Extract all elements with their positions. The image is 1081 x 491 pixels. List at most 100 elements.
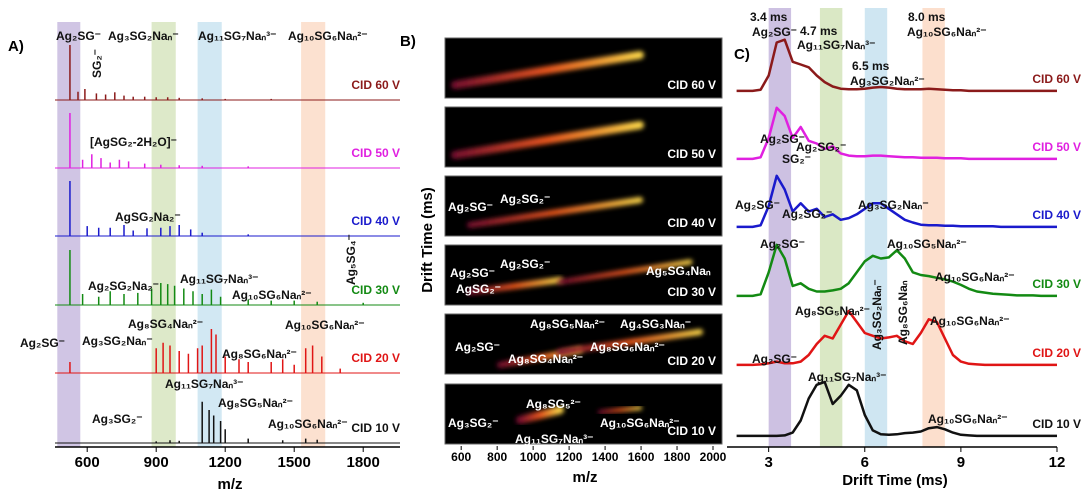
drift-trace bbox=[736, 106, 1057, 161]
annotation: Ag₈SG₆Naₙ²⁻ bbox=[590, 340, 665, 354]
highlight-band bbox=[151, 22, 176, 447]
highlight-band bbox=[922, 8, 945, 447]
drift-trace bbox=[736, 174, 1057, 229]
annotation: Ag₂SG₂⁻ bbox=[782, 207, 832, 221]
annotation: Ag₃SG₂Naₙ⁻ bbox=[870, 279, 884, 350]
annotation: AgSG₂⁻ bbox=[456, 282, 501, 296]
annotation: [AgSG₂-2H₂O]⁻ bbox=[90, 135, 177, 149]
legend-label: CID 30 V bbox=[351, 283, 400, 297]
x-tick-label: 1600 bbox=[628, 450, 655, 464]
annotation: Ag₃SG₂Naₙ⁻ bbox=[82, 334, 153, 348]
x-tick-label: 2000 bbox=[700, 450, 727, 464]
heatmap-streak bbox=[467, 197, 643, 228]
drift-trace bbox=[736, 380, 1057, 438]
legend-label: CID 30 V bbox=[1032, 277, 1081, 291]
annotation: Ag₂SG⁻ bbox=[455, 340, 500, 354]
annotation: Ag₂SG₂⁻ bbox=[500, 257, 550, 271]
annotation: Ag₂SG⁻ bbox=[735, 198, 780, 212]
annotation: Ag₁₀SG₆Naₙ²⁻ bbox=[288, 29, 368, 43]
heatmap-panel bbox=[444, 244, 723, 306]
annotation: Ag₈SG₅Naₙ²⁻ bbox=[530, 317, 605, 331]
x-tick-label: 9 bbox=[957, 454, 965, 471]
annotation: SG₂⁻ bbox=[782, 152, 811, 166]
heatmap-streak bbox=[451, 51, 644, 89]
x-tick-label: 1400 bbox=[592, 450, 619, 464]
heatmap-streak bbox=[557, 259, 693, 285]
x-tick-label: 900 bbox=[144, 454, 169, 471]
annotation: Ag₄SG₃Naₙ⁻ bbox=[620, 317, 691, 331]
annotation: Ag₁₁SG₇Naₙ³⁻ bbox=[797, 38, 876, 52]
highlight-band bbox=[301, 22, 326, 447]
x-tick-label: 1800 bbox=[347, 454, 380, 471]
annotation: Ag₂SG⁻ bbox=[56, 29, 101, 43]
annotation: Ag₁₀SG₆Naₙ²⁻ bbox=[935, 270, 1015, 284]
legend-label: CID 50 V bbox=[351, 146, 400, 160]
annotation: Ag₁₁SG₇Naₙ³⁻ bbox=[198, 29, 277, 43]
panel-name: CID 40 V bbox=[667, 216, 716, 230]
legend-label: CID 40 V bbox=[1032, 208, 1081, 222]
panel-label: A) bbox=[8, 38, 24, 55]
annotation: Ag₁₀SG₅Naₙ²⁻ bbox=[887, 237, 967, 251]
panel-name: CID 20 V bbox=[667, 354, 716, 368]
annotation: Ag₈SG₄Naₙ²⁻ bbox=[128, 317, 203, 331]
x-axis-label: Drift Time (ms) bbox=[842, 472, 948, 489]
panel-name: CID 60 V bbox=[667, 78, 716, 92]
legend-label: CID 40 V bbox=[351, 214, 400, 228]
annotation: Ag₈SG₄Naₙ²⁻ bbox=[508, 352, 583, 366]
annotation: Ag₁₁SG₇Naₙ³⁻ bbox=[515, 432, 594, 446]
annotation: SG₂⁻ bbox=[90, 49, 104, 78]
drift-trace bbox=[736, 243, 1057, 298]
x-tick-label: 1500 bbox=[278, 454, 311, 471]
annotation: Ag₂SG⁻ bbox=[448, 200, 493, 214]
annotation: Ag₂SG⁻ bbox=[450, 266, 495, 280]
legend-label: CID 10 V bbox=[1032, 417, 1081, 431]
annotation: Ag₁₀SG₆Naₙ²⁻ bbox=[907, 25, 987, 39]
highlight-band bbox=[57, 22, 81, 447]
x-tick-label: 600 bbox=[451, 450, 471, 464]
x-axis-label: m/z bbox=[217, 476, 242, 491]
heatmap-streak bbox=[598, 406, 642, 414]
annotation: Ag₂SG⁻ bbox=[760, 132, 805, 146]
legend-label: CID 20 V bbox=[1032, 346, 1081, 360]
annotation: Ag₁₀SG₆Naₙ²⁻ bbox=[928, 412, 1008, 426]
x-tick-label: 1200 bbox=[556, 450, 583, 464]
annotation: Ag₂SG₂Na₂⁻ bbox=[88, 279, 159, 293]
drift-trace bbox=[736, 309, 1057, 367]
x-tick-label: 1800 bbox=[664, 450, 691, 464]
heatmap-panel bbox=[444, 313, 723, 375]
annotation: Ag₁₀SG₆Naₙ²⁻ bbox=[285, 318, 365, 332]
annotation: Ag₁₁SG₇Naₙ³⁻ bbox=[180, 272, 259, 286]
annotation: Ag₃SG₂Naₙ²⁻ bbox=[850, 74, 925, 88]
annotation: Ag₂SG₂⁻ bbox=[500, 192, 550, 206]
annotation: Ag₈SG₅Naₙ²⁻ bbox=[795, 304, 870, 318]
legend-label: CID 50 V bbox=[1032, 140, 1081, 154]
legend-label: CID 60 V bbox=[1032, 72, 1081, 86]
heatmap-streak bbox=[451, 121, 644, 159]
annotation: Ag₂SG⁻ bbox=[752, 352, 797, 366]
legend-label: CID 60 V bbox=[351, 78, 400, 92]
x-axis-label: m/z bbox=[572, 469, 597, 486]
annotation: Ag₈SG₆Naₙ²⁻ bbox=[222, 347, 297, 361]
heatmap-streak bbox=[516, 406, 564, 424]
y-axis-label: Drift Time (ms) bbox=[419, 187, 436, 293]
annotation: 3.4 ms bbox=[750, 10, 788, 24]
annotation: Ag₂SG₂⁻ bbox=[796, 140, 846, 154]
annotation: Ag₁₁SG₇Naₙ³⁻ bbox=[165, 377, 244, 391]
annotation: 6.5 ms bbox=[852, 59, 890, 73]
annotation: Ag₈SG₅²⁻ bbox=[526, 397, 581, 411]
annotation: Ag₁₀SG₆Naₙ²⁻ bbox=[600, 416, 680, 430]
annotation: Ag₁₁SG₇Naₙ³⁻ bbox=[808, 370, 887, 384]
annotation: Ag₃SG₂⁻ bbox=[448, 416, 499, 430]
panel-label: C) bbox=[734, 46, 750, 63]
panel-name: CID 10 V bbox=[667, 424, 716, 438]
panel-name: CID 50 V bbox=[667, 147, 716, 161]
annotation: AgSG₂Na₂⁻ bbox=[115, 210, 181, 224]
x-tick-label: 600 bbox=[75, 454, 100, 471]
heatmap-streak bbox=[557, 329, 703, 355]
annotation: Ag₂SG⁻ bbox=[20, 336, 65, 350]
annotation: Ag₂SG⁻ bbox=[752, 25, 797, 39]
x-tick-label: 1200 bbox=[209, 454, 242, 471]
annotation: Ag₂SG⁻ bbox=[760, 237, 805, 251]
annotation: 4.7 ms bbox=[800, 24, 838, 38]
